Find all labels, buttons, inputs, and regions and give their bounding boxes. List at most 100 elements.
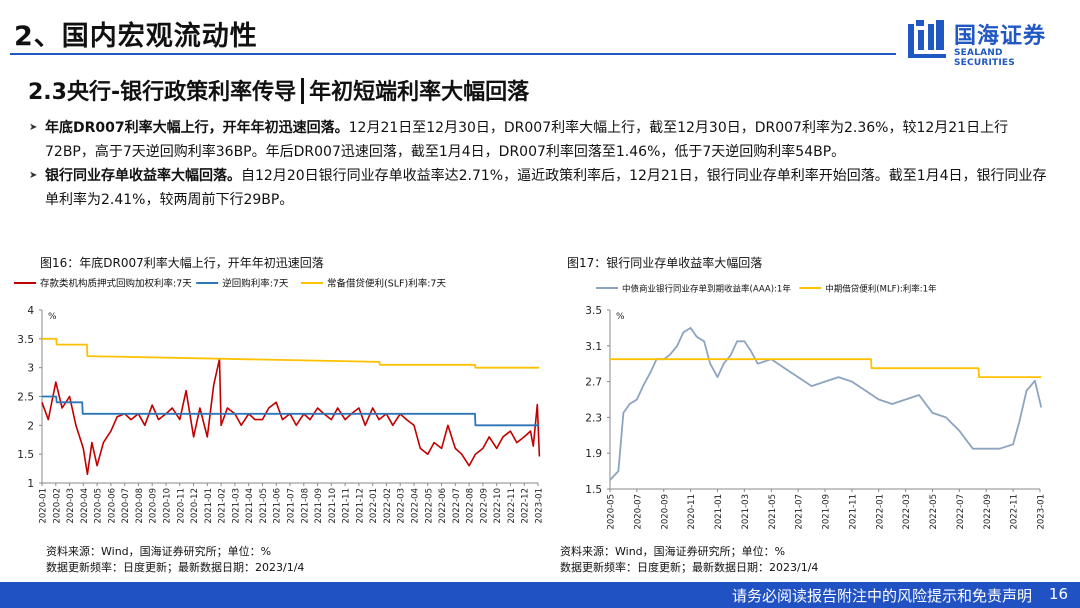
legend-label: 常备借贷便利(SLF)利率:7天 [327, 278, 446, 290]
bullet-heading: 银行同业存单收益率大幅回落。 [45, 168, 241, 184]
legend-label: 中债商业银行同业存单到期收益率(AAA):1年 [622, 284, 791, 295]
y-tick-label: 1.5 [585, 484, 602, 496]
x-tick-label: 2020-07 [633, 494, 643, 530]
x-tick-label: 2021-09 [314, 488, 324, 524]
update-line: 数据更新频率：日度更新；最新数据日期：2023/1/4 [46, 561, 305, 574]
chart-source-fig16: 资料来源：Wind，国海证券研究所；单位：% 数据更新频率：日度更新；最新数据日… [46, 544, 304, 576]
x-tick-label: 2022-02 [383, 488, 393, 524]
title-separator [301, 78, 305, 104]
bullet-heading: 年底DR007利率大幅上行，开年年初迅速回落。 [45, 120, 349, 136]
x-tick-label: 2023-01 [1037, 494, 1047, 530]
x-tick-label: 2021-10 [328, 488, 338, 524]
x-tick-label: 2021-08 [300, 488, 310, 524]
y-tick-label: 1.5 [17, 449, 34, 461]
footer-disclaimer: 请务必阅读报告附注中的风险提示和免责声明 [731, 587, 1032, 605]
x-tick-label: 2021-03 [231, 488, 241, 524]
y-tick-label: 1 [27, 478, 34, 490]
bullet-arrow-icon: ➤ [29, 170, 38, 181]
chart-ncd-yield: 中债商业银行同业存单到期收益率(AAA):1年 中期借贷便利(MLF):利率:1年… [585, 284, 1047, 530]
bullet-text: 自12月20日银行同业存单收益率达2.71%，逼近政策利率后，12月21日，银行… [45, 168, 1047, 208]
x-tick-label: 2020-01 [39, 488, 49, 524]
x-tick-label: 2020-10 [163, 488, 173, 524]
x-tick-label: 2021-04 [245, 488, 255, 524]
x-tick-label: 2023-01 [535, 488, 545, 524]
y-tick-label: 3.1 [585, 341, 602, 353]
x-tick-label: 2022-03 [902, 494, 912, 530]
company-logo: 国海证券 SEALAND SECURITIES [906, 18, 1066, 68]
y-tick-label: 4 [27, 305, 34, 317]
x-tick-label: 2021-01 [204, 488, 214, 524]
x-tick-label: 2020-09 [660, 494, 670, 530]
x-tick-label: 2022-09 [479, 488, 489, 524]
x-tick-label: 2022-07 [956, 494, 966, 530]
source-line: 资料来源：Wind，国海证券研究所；单位：% [46, 545, 272, 558]
series-line [610, 358, 1042, 378]
x-tick-label: 2022-01 [875, 494, 885, 530]
x-tick-label: 2020-07 [121, 488, 131, 524]
chart-dr007: 存款类机构质押式回购加权利率:7天 逆回购利率:7天 常备借贷便利(SLF)利率:7… [14, 278, 545, 524]
bullet-item: ➤ 银行同业存单收益率大幅回落。自12月20日银行同业存单收益率达2.71%，逼… [29, 164, 1055, 212]
series-line [42, 337, 540, 369]
x-tick-label: 2021-05 [259, 488, 269, 524]
x-tick-label: 2022-08 [466, 488, 476, 524]
logo-english-name: SEALAND SECURITIES [954, 48, 1015, 68]
x-tick-label: 2022-03 [397, 488, 407, 524]
x-tick-label: 2020-09 [149, 488, 159, 524]
x-tick-label: 2021-11 [848, 494, 858, 530]
y-unit-label: % [616, 312, 625, 322]
x-tick-label: 2021-11 [342, 488, 352, 524]
x-tick-label: 2022-04 [411, 488, 421, 524]
logo-chinese-name: 国海证券 [954, 24, 1047, 49]
bullet-item: ➤ 年底DR007利率大幅上行，开年年初迅速回落。12月21日至12月30日，D… [29, 116, 1055, 164]
x-tick-label: 2021-03 [741, 494, 751, 530]
source-line: 资料来源：Wind，国海证券研究所；单位：% [560, 545, 786, 558]
x-tick-label: 2022-11 [507, 488, 517, 524]
section-title: 2、国内宏观流动性 [14, 21, 258, 52]
chart-caption-fig17: 图17：银行同业存单收益率大幅回落 [567, 256, 763, 270]
y-tick-label: 3.5 [585, 305, 602, 317]
x-tick-label: 2020-08 [135, 488, 145, 524]
bullet-arrow-icon: ➤ [29, 122, 38, 133]
x-tick-label: 2021-01 [714, 494, 724, 530]
x-tick-label: 2022-05 [424, 488, 434, 524]
header-divider [10, 53, 896, 55]
x-tick-label: 2022-01 [369, 488, 379, 524]
chart-caption-fig16: 图16：年底DR007利率大幅上行，开年年初迅速回落 [40, 256, 324, 270]
sealand-logo-icon [908, 20, 946, 58]
y-tick-label: 3.5 [17, 334, 34, 346]
x-tick-label: 2021-12 [355, 488, 365, 524]
legend-label: 逆回购利率:7天 [222, 278, 289, 290]
x-tick-label: 2020-12 [190, 488, 200, 524]
x-tick-label: 2022-07 [452, 488, 462, 524]
bullet-text: 12月21日至12月30日，DR007利率大幅上行，截至12月30日，DR007… [45, 120, 1009, 160]
y-tick-label: 2 [27, 420, 34, 432]
x-tick-label: 2021-07 [795, 494, 805, 530]
chart-source-fig17: 资料来源：Wind，国海证券研究所；单位：% 数据更新频率：日度更新；最新数据日… [560, 544, 818, 576]
x-tick-label: 2022-06 [438, 488, 448, 524]
legend-label: 存款类机构质押式回购加权利率:7天 [40, 278, 192, 290]
x-tick-label: 2020-11 [176, 488, 186, 524]
x-tick-label: 2020-06 [107, 488, 117, 524]
update-line: 数据更新频率：日度更新；最新数据日期：2023/1/4 [560, 561, 819, 574]
y-unit-label: % [48, 312, 57, 322]
x-tick-label: 2022-11 [1010, 494, 1020, 530]
x-tick-label: 2020-05 [607, 494, 617, 530]
x-tick-label: 2021-02 [218, 488, 228, 524]
y-tick-label: 2.3 [585, 412, 602, 424]
y-tick-label: 3 [27, 363, 34, 375]
x-tick-label: 2020-02 [52, 488, 62, 524]
x-tick-label: 2022-05 [929, 494, 939, 530]
x-tick-label: 2020-03 [66, 488, 76, 524]
y-tick-label: 2.7 [585, 377, 602, 389]
x-tick-label: 2022-09 [983, 494, 993, 530]
series-line [41, 358, 541, 476]
y-tick-label: 1.9 [585, 448, 602, 460]
legend-label: 中期借贷便利(MLF):利率:1年 [825, 284, 937, 295]
page-number: 16 [1048, 585, 1068, 603]
x-tick-label: 2021-06 [273, 488, 283, 524]
x-tick-label: 2021-07 [287, 488, 297, 524]
footer-bar: 请务必阅读报告附注中的风险提示和免责声明 16 [0, 582, 1080, 608]
x-tick-label: 2021-05 [768, 494, 778, 530]
slide-title-sub: 年初短端利率大幅回落 [309, 80, 530, 105]
x-tick-label: 2020-04 [80, 488, 90, 524]
